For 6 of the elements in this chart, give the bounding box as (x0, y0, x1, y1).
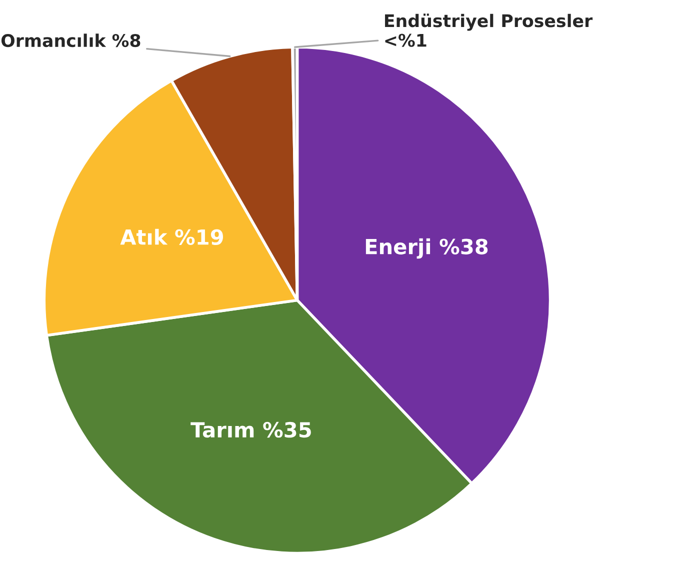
slice-label: Ormancılık %8 (1, 34, 140, 48)
slice-label: Tarım %35 (190, 422, 311, 438)
slice-label: Enerji %38 (366, 238, 488, 259)
slice-label: Atık %19 (120, 228, 224, 245)
slice-label: Endüstriyel Prosesler (385, 14, 593, 31)
data-label: <%1 (385, 34, 426, 47)
